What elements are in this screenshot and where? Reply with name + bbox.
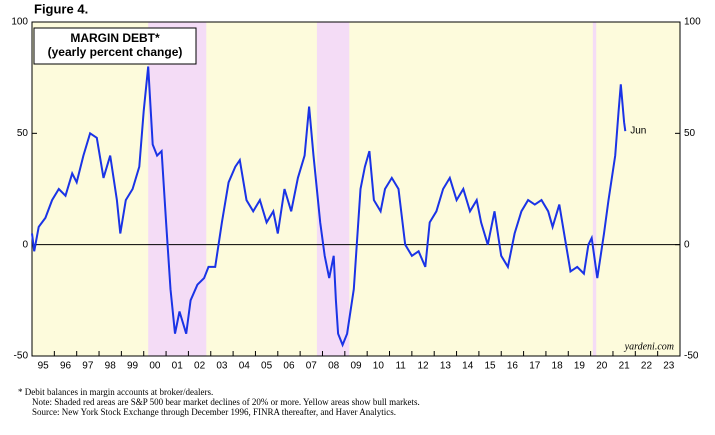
x-tick-label: 98	[105, 361, 117, 372]
x-tick-label: 12	[417, 361, 429, 372]
x-tick-label: 22	[641, 361, 653, 372]
y-tick-label-right: 100	[684, 17, 701, 28]
y-tick-label-right: -50	[684, 351, 699, 362]
y-tick-label: 0	[22, 239, 28, 250]
x-tick-label: 06	[283, 361, 295, 372]
x-tick-label: 18	[552, 361, 564, 372]
x-tick-label: 19	[574, 361, 586, 372]
y-tick-label-right: 0	[684, 239, 690, 250]
x-tick-label: 16	[507, 361, 519, 372]
y-tick-label: -50	[14, 351, 29, 362]
y-tick-label: 100	[11, 17, 28, 28]
x-tick-label: 15	[485, 361, 497, 372]
y-tick-label-right: 50	[684, 128, 696, 139]
x-tick-label: 20	[596, 361, 608, 372]
x-tick-label: 04	[239, 361, 251, 372]
footnote: Note: Shaded red areas are S&P 500 bear …	[32, 397, 420, 407]
footnote: Source: New York Stock Exchange through …	[32, 407, 396, 417]
x-tick-label: 03	[216, 361, 228, 372]
data-line	[31, 66, 627, 348]
x-tick-label: 97	[82, 361, 94, 372]
y-tick-label: 50	[17, 128, 29, 139]
title-box	[33, 27, 197, 65]
plot-frame	[31, 21, 681, 357]
x-tick-label: 09	[350, 361, 362, 372]
chart-subtitle: (yearly percent change)	[48, 45, 183, 59]
x-tick-label: 11	[395, 361, 406, 372]
x-tick-label: 95	[38, 361, 50, 372]
x-tick-label: 23	[663, 361, 675, 372]
x-tick-label: 17	[529, 361, 541, 372]
x-tick-label: 96	[60, 361, 72, 372]
bull-background	[32, 22, 680, 356]
x-tick-label: 21	[619, 361, 631, 372]
x-tick-label: 01	[172, 361, 184, 372]
end-label: Jun	[630, 126, 646, 137]
x-tick-label: 10	[373, 361, 385, 372]
x-tick-label: 05	[261, 361, 273, 372]
footnote: * Debit balances in margin accounts at b…	[18, 387, 213, 397]
x-tick-label: 07	[306, 361, 318, 372]
bear-market-shade	[148, 22, 207, 356]
bear-market-shade	[592, 22, 597, 356]
x-tick-label: 99	[127, 361, 139, 372]
figure-label: Figure 4.	[34, 1, 88, 16]
source-label: yardeni.com	[624, 341, 674, 352]
x-tick-label: 02	[194, 361, 206, 372]
x-tick-label: 08	[328, 361, 340, 372]
x-tick-label: 00	[149, 361, 161, 372]
x-tick-label: 13	[440, 361, 452, 372]
x-tick-label: 14	[462, 361, 474, 372]
chart-title: MARGIN DEBT*	[70, 31, 160, 45]
bear-market-shade	[316, 22, 350, 356]
